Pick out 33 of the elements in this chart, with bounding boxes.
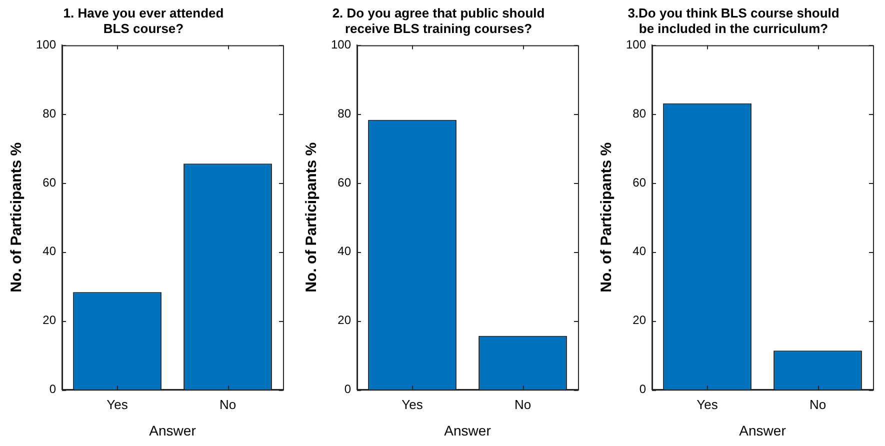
y-tick-label: 20 xyxy=(632,313,646,328)
x-tick-label: No xyxy=(809,396,826,412)
chart-title: 1. Have you ever attended BLS course? xyxy=(63,5,224,36)
y-tick-label: 60 xyxy=(42,175,56,190)
y-axis-title: No. of Participants % xyxy=(598,142,616,292)
y-axis-title: No. of Participants % xyxy=(8,142,26,292)
y-tick-label: 80 xyxy=(42,106,56,120)
x-axis-title: Answer xyxy=(444,422,492,438)
y-tick-label: 40 xyxy=(338,244,352,258)
y-tick-label: 20 xyxy=(42,313,56,328)
x-tick-label: Yes xyxy=(106,396,128,412)
y-tick-label: 60 xyxy=(632,175,646,190)
y-tick-label: 40 xyxy=(42,244,56,258)
x-tick-label: Yes xyxy=(402,396,424,412)
y-tick-label: 80 xyxy=(338,106,352,120)
chart-title: 3.Do you think BLS course should be included in the curriculum? xyxy=(628,5,840,36)
chart-title: 2. Do you agree that public should receive BLS training courses? xyxy=(332,5,545,36)
y-tick-label: 0 xyxy=(639,382,646,396)
y-tick-label: 100 xyxy=(626,38,646,52)
y-tick-label: 60 xyxy=(338,175,352,190)
y-axis-title: No. of Participants % xyxy=(303,142,320,292)
x-axis-title: Answer xyxy=(149,422,196,438)
y-tick-label: 100 xyxy=(330,38,352,52)
x-tick-label: No xyxy=(514,396,532,412)
y-tick-label: 0 xyxy=(49,382,56,396)
y-tick-label: 100 xyxy=(36,38,56,52)
y-tick-label: 40 xyxy=(632,244,646,258)
x-tick-label: Yes xyxy=(696,396,718,412)
x-axis-title: Answer xyxy=(739,422,786,438)
y-tick-label: 20 xyxy=(338,313,352,328)
x-tick-label: No xyxy=(219,396,236,412)
y-tick-label: 80 xyxy=(632,106,646,120)
y-tick-label: 0 xyxy=(344,382,352,396)
